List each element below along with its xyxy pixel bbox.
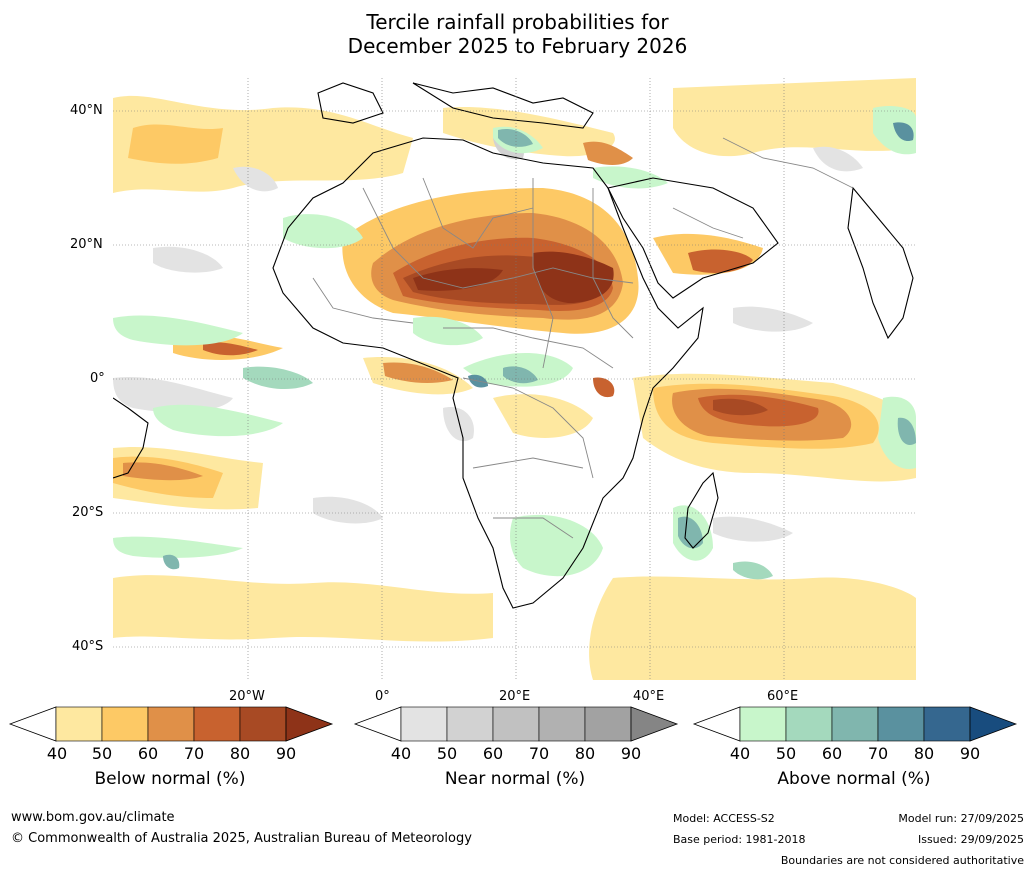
colorbar-tick: 90	[959, 744, 981, 763]
colorbar-tick: 40	[729, 744, 751, 763]
colorbar-above-normal	[692, 706, 1018, 742]
map-title: Tercile rainfall probabilities for Decem…	[0, 10, 1035, 58]
colorbar-tick: 60	[821, 744, 843, 763]
colorbar-tick: 70	[528, 744, 550, 763]
graticule	[113, 78, 916, 680]
colorbar-below-normal	[8, 706, 334, 742]
lat-label-20n: 20°N	[70, 237, 103, 252]
website-link[interactable]: www.bom.gov.au/climate	[11, 810, 175, 825]
colorbar-swatch	[147, 706, 195, 742]
colorbar-swatch	[584, 706, 632, 742]
title-line-1: Tercile rainfall probabilities for	[366, 10, 669, 34]
lat-label-40s: 40°S	[72, 639, 104, 654]
lat-label-20s: 20°S	[72, 505, 104, 520]
colorbar-swatch	[492, 706, 540, 742]
base-period: Base period: 1981-2018	[673, 833, 806, 846]
colorbar-swatch	[739, 706, 787, 742]
colorbar-tick: 80	[574, 744, 596, 763]
colorbar-tick: 60	[137, 744, 159, 763]
colorbar-high-arrow	[969, 706, 1018, 742]
colorbar-tick: 70	[867, 744, 889, 763]
boundary-disclaimer: Boundaries are not considered authoritat…	[780, 854, 1024, 867]
colorbar-low-arrow	[692, 706, 741, 742]
colorbar-tick: 60	[482, 744, 504, 763]
above-normal-title: Above normal (%)	[777, 769, 931, 789]
model-name: Model: ACCESS-S2	[673, 812, 775, 825]
colorbar-tick: 80	[229, 744, 251, 763]
colorbar-high-arrow	[630, 706, 679, 742]
model-run-date: Model run: 27/09/2025	[898, 812, 1024, 825]
colorbar-tick: 80	[913, 744, 935, 763]
lon-label-20e: 20°E	[499, 689, 531, 704]
lat-label-40n: 40°N	[70, 103, 103, 118]
near-normal-title: Near normal (%)	[444, 769, 586, 789]
title-line-2: December 2025 to February 2026	[347, 34, 688, 58]
above-normal-shading	[113, 106, 916, 580]
colorbar-tick: 50	[775, 744, 797, 763]
colorbar-swatch	[101, 706, 149, 742]
colorbar-high-arrow	[285, 706, 334, 742]
below-normal-title: Below normal (%)	[94, 769, 246, 789]
colorbar-tick: 40	[390, 744, 412, 763]
issued-date: Issued: 29/09/2025	[917, 833, 1024, 846]
copyright-notice: © Commonwealth of Australia 2025, Austra…	[11, 831, 472, 846]
colorbar-swatch	[446, 706, 494, 742]
colorbar-swatch	[400, 706, 448, 742]
coastlines	[113, 82, 914, 609]
colorbar-swatch	[923, 706, 971, 742]
colorbar-swatch	[239, 706, 287, 742]
lat-label-equator: 0°	[90, 371, 105, 386]
lon-label-60e: 60°E	[767, 689, 799, 704]
lon-label-20w: 20°W	[229, 689, 265, 704]
country-borders	[312, 137, 854, 539]
colorbar-swatch	[55, 706, 103, 742]
colorbar-near-normal	[353, 706, 679, 742]
colorbar-tick: 90	[620, 744, 642, 763]
below-normal-shading	[113, 78, 916, 680]
colorbar-swatch	[877, 706, 925, 742]
colorbar-swatch	[193, 706, 241, 742]
lon-label-0: 0°	[375, 689, 390, 704]
colorbar-tick: 70	[183, 744, 205, 763]
near-normal-shading	[113, 136, 863, 542]
colorbar-tick: 50	[91, 744, 113, 763]
colorbar-low-arrow	[8, 706, 57, 742]
colorbar-tick: 90	[275, 744, 297, 763]
colorbar-swatch	[538, 706, 586, 742]
rainfall-probability-map	[113, 78, 916, 680]
colorbar-tick: 50	[436, 744, 458, 763]
colorbar-swatch	[785, 706, 833, 742]
colorbar-swatch	[831, 706, 879, 742]
colorbar-low-arrow	[353, 706, 402, 742]
lon-label-40e: 40°E	[633, 689, 665, 704]
colorbar-tick: 40	[46, 744, 68, 763]
